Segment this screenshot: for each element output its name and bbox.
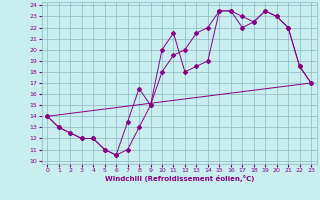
X-axis label: Windchill (Refroidissement éolien,°C): Windchill (Refroidissement éolien,°C)	[105, 175, 254, 182]
